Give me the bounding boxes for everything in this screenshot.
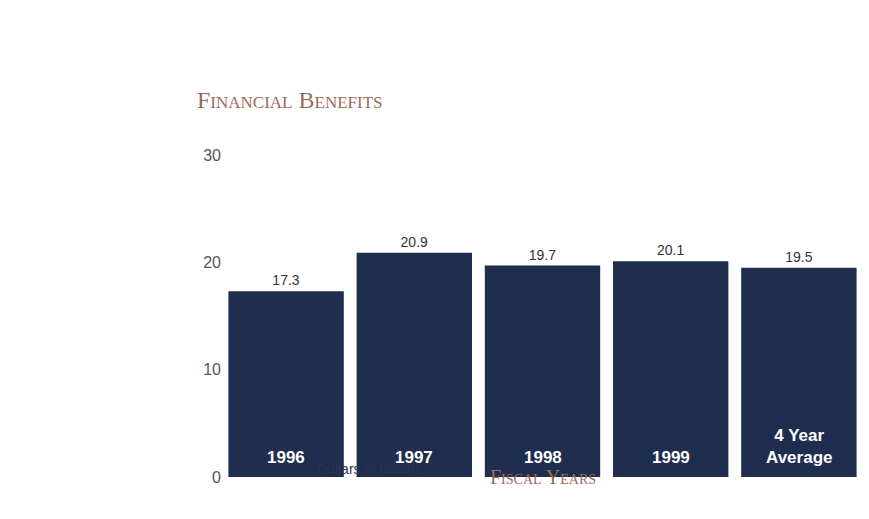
svg-text:17.3: 17.3: [272, 272, 299, 288]
svg-text:30: 30: [203, 147, 221, 164]
svg-text:20.9: 20.9: [401, 234, 428, 250]
svg-text:4 YearAverage: 4 YearAverage: [766, 426, 832, 467]
svg-text:1998: 1998: [524, 448, 562, 467]
svg-text:Dollars in billions: Dollars in billions: [317, 461, 422, 477]
svg-text:1999: 1999: [652, 448, 690, 467]
svg-text:20.1: 20.1: [657, 242, 684, 258]
svg-text:Financial Benefits: Financial Benefits: [197, 87, 383, 113]
svg-text:0: 0: [212, 469, 221, 486]
svg-text:1996: 1996: [267, 448, 305, 467]
svg-text:20: 20: [203, 254, 221, 271]
svg-text:10: 10: [203, 361, 221, 378]
svg-text:19.5: 19.5: [785, 249, 812, 265]
svg-text:19.7: 19.7: [529, 247, 556, 263]
svg-text:1997: 1997: [395, 448, 433, 467]
svg-text:Fiscal Years: Fiscal Years: [490, 466, 596, 488]
